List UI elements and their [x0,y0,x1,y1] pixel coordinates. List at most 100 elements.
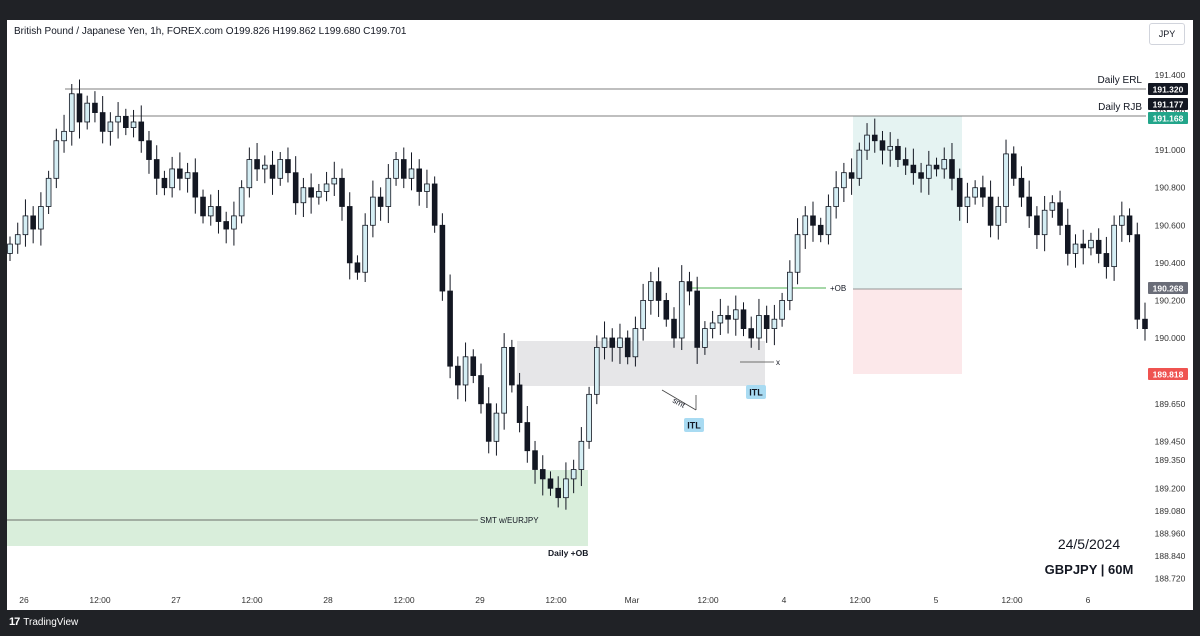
candle-body [53,140,60,179]
candle-body [617,337,623,348]
candle-body [30,215,36,230]
candle-body [817,224,824,236]
candle [516,372,523,433]
candle [68,84,75,146]
candle [339,168,345,221]
candle-body [987,196,994,226]
candle-body [123,115,129,129]
candle [1003,139,1009,224]
daily-ob-zone [7,470,588,546]
price-axis-label: 188.840 [1155,551,1186,561]
candle-body [787,271,793,301]
candle-body [408,168,415,179]
price-label: 191.168 [1153,113,1184,123]
candle [447,274,453,379]
candle-body [918,172,924,179]
price-label: 190.268 [1153,283,1184,293]
candle-body [864,134,870,151]
candle [539,455,546,496]
candle-body [200,196,206,217]
candle-body [207,206,214,217]
candle-body [362,224,368,273]
candle [61,114,67,153]
price-axis-label: 190.400 [1155,258,1186,268]
candle [524,406,531,463]
candle-body [153,159,160,179]
daily-ob-label: Daily +OB [548,548,588,558]
candle [794,218,801,285]
candle-body [161,177,168,189]
candle [756,298,762,351]
candle-body [84,102,91,123]
candle [14,222,21,254]
candle [153,145,160,195]
itl-label: ITL [749,388,763,398]
candle [246,147,253,198]
candle [22,199,29,247]
candle-body [485,403,492,442]
candle [354,255,361,280]
candle-body [316,191,322,198]
smt-label: smt [671,396,687,410]
candle-body [177,168,183,179]
price-axis-label: 188.960 [1155,528,1186,538]
candle [1018,166,1025,207]
candle-body [524,422,531,452]
candle-body [385,177,392,207]
price-axis-label: 189.080 [1155,506,1186,516]
candle [926,150,932,195]
tradingview-logo-icon: 17 [9,616,20,628]
candle [987,180,994,238]
candle [949,143,955,191]
candle [485,387,492,454]
candle-body [308,187,314,198]
candle [377,187,384,221]
candle-body [377,196,384,207]
tradingview-logo[interactable]: 17 TradingView [9,616,78,628]
candle-body [586,393,592,442]
candle [215,189,222,234]
candle [146,130,152,174]
candle [802,206,809,249]
candle [732,295,739,336]
candle-body [22,215,29,236]
itl-badge [746,385,766,399]
candle-body [1010,153,1017,179]
candle [323,171,330,202]
candle [470,349,477,384]
candle-body [115,115,121,123]
candle-body [594,346,600,395]
candle [848,158,855,195]
candle [269,150,276,195]
pair-caption: GBPJPY | 60M [1045,562,1134,577]
smt-diagonal-line [661,389,697,411]
time-axis-label: 12:00 [393,595,415,605]
time-axis-label: Mar [625,595,640,605]
candle-body [1126,215,1133,236]
candle [1049,195,1056,218]
candle-body [972,187,978,198]
candle-body [1111,224,1117,268]
candle [53,128,60,189]
candle [1126,208,1133,243]
candle [895,138,901,168]
price-label-box [1148,282,1188,294]
candle-body [76,93,83,123]
candle-body [184,172,191,179]
price-axis-label: 188.720 [1155,573,1186,583]
candle-body [169,168,175,189]
candle [92,91,98,123]
candle [431,176,438,233]
currency-button[interactable]: JPY [1149,23,1185,45]
candle [771,304,778,346]
candle-body [910,164,917,174]
candle-body [709,322,716,330]
candle [825,194,832,245]
candle [424,169,430,209]
candle [663,292,670,327]
time-axis-label: 5 [934,595,939,605]
candle [980,175,986,207]
candle-body [146,140,152,160]
